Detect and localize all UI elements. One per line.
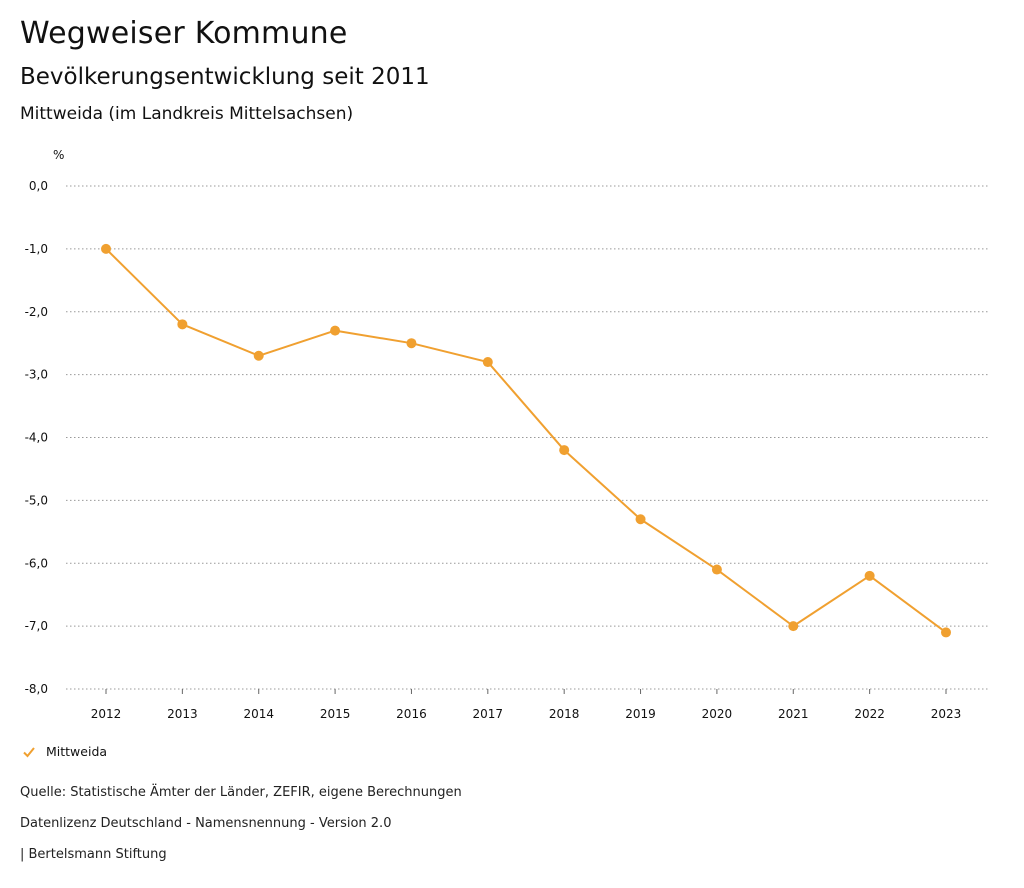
checkmark-icon — [23, 746, 35, 757]
y-tick-label: -4,0 — [25, 431, 48, 445]
chart-subtitle: Bevölkerungsentwicklung seit 2011 — [20, 64, 430, 90]
x-tick-label: 2019 — [625, 707, 656, 721]
data-point[interactable] — [559, 445, 570, 456]
x-tick-label: 2016 — [396, 707, 427, 721]
data-point[interactable] — [864, 570, 875, 581]
grid-lines — [66, 185, 990, 690]
y-tick-labels: 0,0 -1,0 -2,0 -3,0 -4,0 -5,0 -6,0 -7,0 -8,0 — [25, 179, 48, 696]
publisher-note: | Bertelsmann Stiftung — [20, 847, 167, 862]
x-tick-label: 2013 — [167, 707, 198, 721]
data-point[interactable] — [482, 357, 493, 368]
y-tick-label: -2,0 — [25, 305, 48, 319]
data-point[interactable] — [101, 243, 111, 254]
x-tick-label: 2012 — [91, 707, 122, 721]
x-tick-labels: 2012 2013 2014 2015 2016 2017 2018 2019 2020 2021… — [91, 689, 962, 721]
license-note: Datenlizenz Deutschland - Namensnennung … — [20, 816, 392, 831]
region-label: Mittweida (im Landkreis Mittelsachsen) — [20, 104, 354, 124]
legend: Mittweida — [22, 744, 107, 759]
y-tick-label: -1,0 — [25, 242, 48, 256]
x-tick-label: 2015 — [320, 707, 351, 721]
y-tick-label: -6,0 — [25, 556, 48, 570]
y-tick-label: -5,0 — [25, 493, 48, 507]
series-layer — [101, 243, 951, 638]
x-tick-label: 2018 — [549, 707, 580, 721]
data-point[interactable] — [253, 350, 264, 361]
page-title: Wegweiser Kommune — [20, 16, 348, 51]
legend-label: Mittweida — [46, 744, 108, 759]
data-point[interactable] — [177, 319, 188, 330]
data-point[interactable] — [788, 621, 799, 632]
x-tick-label: 2020 — [702, 707, 733, 721]
source-note: Quelle: Statistische Ämter der Länder, Z… — [20, 785, 462, 800]
x-tick-label: 2023 — [931, 707, 962, 721]
y-tick-label: -7,0 — [25, 619, 48, 633]
y-axis-unit-label: % — [53, 148, 64, 162]
y-tick-label: 0,0 — [29, 179, 48, 193]
x-tick-label: 2017 — [473, 707, 504, 721]
y-tick-label: -3,0 — [25, 368, 48, 382]
series-line — [105, 248, 947, 634]
legend-item-mittweida[interactable]: Mittweida — [22, 744, 107, 759]
data-point[interactable] — [406, 338, 417, 349]
x-tick-label: 2022 — [854, 707, 885, 721]
x-tick-label: 2014 — [243, 707, 274, 721]
data-point[interactable] — [330, 325, 341, 336]
line-chart: % 0,0 -1,0 -2,0 -3,0 -4,0 -5,0 -6,0 -7,0 -8,0 20… — [25, 148, 990, 721]
data-point[interactable] — [711, 564, 722, 575]
data-point[interactable] — [941, 627, 951, 638]
y-tick-label: -8,0 — [25, 682, 48, 696]
x-tick-label: 2021 — [778, 707, 809, 721]
data-point[interactable] — [635, 514, 646, 525]
